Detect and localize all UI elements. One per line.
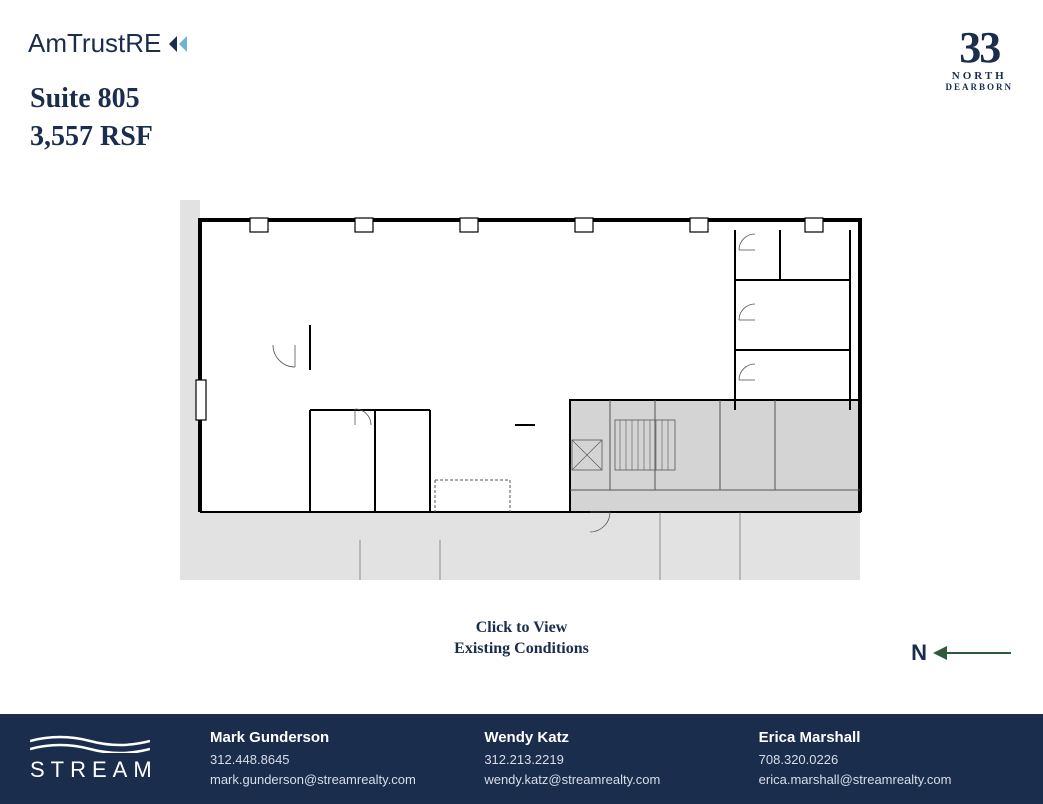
floorplan[interactable] [180,200,880,580]
caption-line1: Click to View [0,618,1043,639]
footer-logo: STREAM [30,735,190,783]
building-logo: 33 NORTH DEARBORN [945,28,1013,92]
contact-3: Erica Marshall 708.320.0226 erica.marsha… [739,729,1013,789]
logo-part-re: RE [125,28,161,58]
contact-2: Wendy Katz 312.213.2219 wendy.katz@strea… [464,729,738,789]
suite-number: Suite 805 [30,80,153,118]
building-north: NORTH [945,70,1013,82]
compass-letter: N [911,640,927,666]
suite-info: Suite 805 3,557 RSF [30,80,153,156]
caption-line2: Existing Conditions [0,639,1043,660]
contact-2-name: Wendy Katz [484,729,738,746]
floorplan-svg [180,200,880,580]
contact-2-email: wendy.katz@streamrealty.com [484,770,738,790]
contact-1-email: mark.gunderson@streamrealty.com [210,770,464,790]
logo-chevron-icon [167,32,197,56]
logo-part-am: Am [28,28,67,58]
contact-1-phone: 312.448.8645 [210,750,464,770]
footer: STREAM Mark Gunderson 312.448.8645 mark.… [0,714,1043,804]
compass-arrow-icon [933,643,1013,663]
contact-3-name: Erica Marshall [759,729,1013,746]
building-number: 33 [945,28,1013,68]
contact-2-phone: 312.213.2219 [484,750,738,770]
footer-logo-text: STREAM [30,757,158,783]
logo-part-trust: Trust [67,28,125,58]
compass-indicator: N [911,640,1013,666]
building-dearborn: DEARBORN [945,82,1013,92]
contact-3-email: erica.marshall@streamrealty.com [759,770,1013,790]
stream-wave-icon [30,735,150,753]
contact-3-phone: 708.320.0226 [759,750,1013,770]
contact-1-name: Mark Gunderson [210,729,464,746]
suite-rsf: 3,557 RSF [30,118,153,156]
contact-1: Mark Gunderson 312.448.8645 mark.gunders… [190,729,464,789]
logo-amtrust-re: AmTrustRE [28,28,197,59]
floorplan-caption[interactable]: Click to View Existing Conditions [0,618,1043,660]
